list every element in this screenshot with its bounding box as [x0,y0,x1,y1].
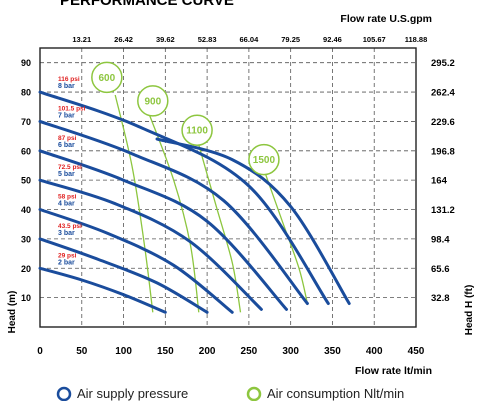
bar-label: 6 bar [58,142,75,149]
top-axis-title: Flow rate U.S.gpm [340,13,432,25]
y2-tick-label: 131.2 [431,205,455,216]
x-tick-label: 300 [282,346,299,357]
y-tick-label: 20 [21,264,31,274]
left-axis-title: Head (m) [7,291,18,334]
y2-tick-label: 295.2 [431,58,455,69]
x-tick-label: 350 [324,346,341,357]
consumption-circle-1100 [181,114,213,146]
psi-label: 116 psi [58,76,80,83]
bar-label: 3 bar [58,230,75,237]
y2-tick-label: 65.6 [431,264,450,275]
consumption-circle-600 [91,61,123,94]
psi-label: 58 psi [58,194,77,201]
y2-tick-label: 32.8 [431,293,450,304]
pressure-line-5 [38,119,309,305]
plot-frame [39,47,417,328]
pressure-line-0 [38,266,167,314]
psi-label: 29 psi [58,252,77,259]
y-tick-label: 40 [21,205,31,215]
x-tick-label: 100 [115,346,132,357]
psi-label: 43.5 psi [58,223,82,230]
x2-tick-label: 13.21 [72,35,91,44]
y2-tick-label: 229.6 [431,117,455,128]
x-tick-label: 200 [199,346,216,357]
x-tick-label: 150 [157,346,174,357]
consumption-circle-label: 1100 [186,126,208,137]
bar-label: 5 bar [58,171,75,178]
y2-tick-label: 98.4 [431,234,450,245]
y2-tick-label: 196.8 [431,146,455,157]
bar-label: 7 bar [58,112,75,119]
psi-label: 101.5 psi [58,105,86,112]
pressure-line-1 [38,237,209,314]
consumption-circle-label: 1500 [253,155,276,166]
pressure-line-4 [38,149,288,311]
legend-consumption-icon [246,386,262,401]
x-tick-label: 0 [37,346,43,357]
pressure-line-7 [155,137,351,305]
x2-tick-label: 105.67 [363,35,386,44]
bottom-axis-title: Flow rate lt/min [355,365,432,377]
pressure-line-3 [38,178,263,311]
y-tick-label: 90 [21,58,31,68]
pressure-line-6 [38,90,330,305]
psi-label: 87 psi [58,135,77,142]
consumption-circle-1500 [248,143,280,176]
x-tick-label: 250 [241,346,258,357]
legend-pressure-label: Air supply pressure [77,386,188,401]
x-tick-label: 450 [408,346,425,357]
y-tick-label: 80 [21,88,31,98]
consumption-circle-900 [137,85,169,117]
consumption-circle-label: 900 [144,96,161,107]
y-tick-label: 10 [21,293,31,303]
bar-label: 2 bar [58,259,75,266]
y-tick-label: 60 [21,146,31,156]
x2-tick-label: 79.25 [281,35,300,44]
y-tick-label: 50 [21,176,31,186]
right-axis-title: Head H (ft) [464,285,475,336]
legend-consumption-label: Air consumption Nlt/min [267,386,404,401]
consumption-line-1500 [264,174,309,304]
x-tick-label: 50 [76,346,88,357]
x2-tick-label: 118.88 [405,35,428,44]
y2-tick-label: 262.4 [431,88,455,99]
x2-tick-label: 66.04 [239,35,259,44]
legend: Air supply pressure Air consumption Nlt/… [56,386,404,401]
y-tick-label: 70 [21,117,31,127]
x2-tick-label: 26.42 [114,35,133,44]
bar-label: 8 bar [58,83,75,90]
x2-tick-label: 39.62 [156,35,175,44]
y2-tick-label: 164 [431,176,448,187]
chart-title: PERFORMANCE CURVE [60,0,234,9]
consumption-line-600 [114,94,154,313]
psi-label: 72.5 psi [58,164,82,171]
x-tick-label: 400 [366,346,383,357]
y-tick-label: 30 [21,234,31,244]
consumption-line-1100 [198,144,242,313]
x2-tick-label: 92.46 [323,35,342,44]
bar-label: 4 bar [58,201,75,208]
consumption-circle-label: 600 [99,73,116,84]
pressure-line-2 [38,208,234,314]
x2-tick-label: 52.83 [198,35,217,44]
legend-pressure-icon [56,386,72,401]
